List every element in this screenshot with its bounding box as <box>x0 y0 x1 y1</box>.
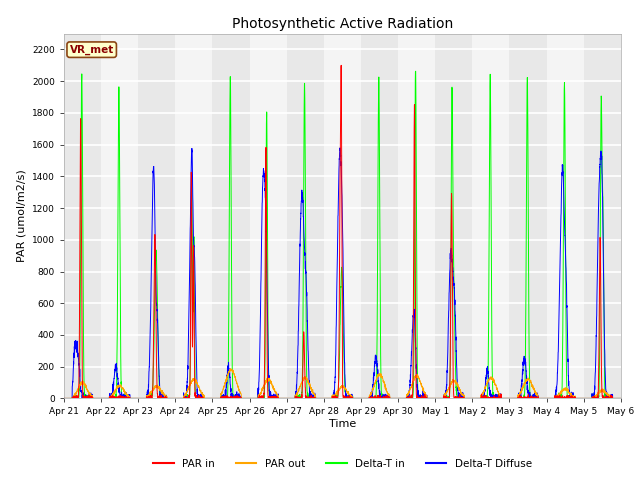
Delta-T Diffuse <box>60 396 68 401</box>
Delta-T Diffuse <box>322 396 330 401</box>
Delta-T in <box>322 396 330 401</box>
Delta-T Diffuse <box>616 396 624 401</box>
Delta-T Diffuse <box>160 396 168 401</box>
Bar <box>547 34 584 398</box>
Delta-T Diffuse <box>617 396 625 401</box>
Bar <box>64 34 101 398</box>
Delta-T Diffuse <box>467 396 475 401</box>
Delta-T Diffuse <box>499 396 507 401</box>
PAR out <box>616 396 624 401</box>
PAR out <box>322 396 330 401</box>
PAR in <box>322 396 330 401</box>
Delta-T in <box>617 396 625 401</box>
Delta-T Diffuse <box>436 396 444 401</box>
Title: Photosynthetic Active Radiation: Photosynthetic Active Radiation <box>232 17 453 31</box>
Line: Delta-T Diffuse: Delta-T Diffuse <box>64 148 621 398</box>
PAR in <box>60 396 68 401</box>
Legend: PAR in, PAR out, Delta-T in, Delta-T Diffuse: PAR in, PAR out, Delta-T in, Delta-T Dif… <box>148 455 536 473</box>
Delta-T in <box>436 396 444 401</box>
Delta-T in <box>160 396 168 401</box>
Bar <box>250 34 287 398</box>
Bar <box>324 34 361 398</box>
Bar <box>212 34 250 398</box>
Bar <box>435 34 472 398</box>
Delta-T in <box>60 396 68 401</box>
PAR in <box>617 396 625 401</box>
PAR out <box>160 392 168 397</box>
Delta-T in <box>412 68 419 74</box>
Bar <box>175 34 212 398</box>
PAR in <box>467 396 475 401</box>
Delta-T in <box>499 396 507 401</box>
PAR in <box>337 62 345 68</box>
X-axis label: Time: Time <box>329 419 356 429</box>
PAR out <box>499 396 507 401</box>
PAR in <box>616 396 624 401</box>
Bar <box>361 34 398 398</box>
PAR out <box>467 396 475 401</box>
Bar <box>472 34 509 398</box>
Bar <box>287 34 324 398</box>
Line: PAR out: PAR out <box>64 369 621 398</box>
PAR in <box>436 396 444 401</box>
PAR out <box>227 366 234 372</box>
Bar <box>584 34 621 398</box>
Bar <box>138 34 175 398</box>
Bar <box>398 34 435 398</box>
Line: PAR in: PAR in <box>64 65 621 398</box>
Bar <box>101 34 138 398</box>
PAR out <box>436 396 444 401</box>
PAR in <box>499 396 507 401</box>
PAR out <box>617 396 625 401</box>
Y-axis label: PAR (umol/m2/s): PAR (umol/m2/s) <box>17 169 26 263</box>
Line: Delta-T in: Delta-T in <box>64 71 621 398</box>
Text: VR_met: VR_met <box>70 45 114 55</box>
PAR out <box>60 396 68 401</box>
Delta-T in <box>616 396 624 401</box>
Delta-T in <box>467 396 475 401</box>
PAR in <box>160 396 168 401</box>
Delta-T Diffuse <box>336 145 344 151</box>
Bar <box>509 34 547 398</box>
